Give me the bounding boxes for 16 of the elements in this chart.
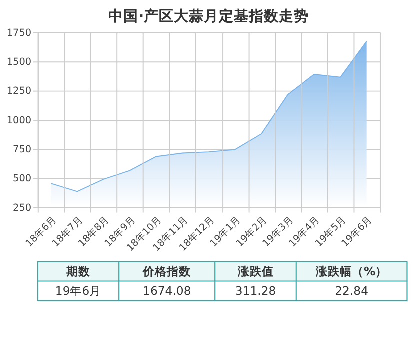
y-tick-label: 250 xyxy=(13,202,32,214)
y-tick-label: 750 xyxy=(13,144,32,156)
text: 22.84 xyxy=(335,284,368,298)
y-tick-label: 500 xyxy=(13,174,32,185)
text: 311.28 xyxy=(235,284,276,298)
text: 19年6月 xyxy=(55,284,102,298)
y-tick-label: 1250 xyxy=(6,86,32,98)
y-tick-label: 1000 xyxy=(6,115,32,126)
text: 期数 xyxy=(66,264,92,278)
text: 1674.08 xyxy=(143,284,192,298)
y-tick-label: 1500 xyxy=(6,57,32,68)
text: 涨跌值 xyxy=(236,264,274,278)
text: 涨跌幅（%） xyxy=(314,264,388,278)
chart-title: 中国·产区大蒜月定基指数走势 xyxy=(108,6,310,25)
y-tick-label: 1750 xyxy=(6,28,32,39)
text: 价格指数 xyxy=(142,264,192,278)
